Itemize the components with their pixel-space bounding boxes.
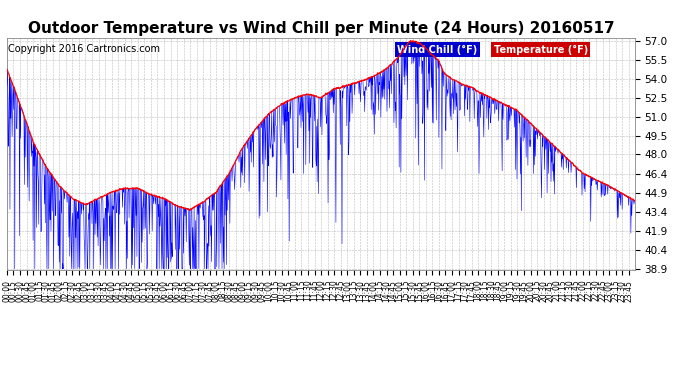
Text: Temperature (°F): Temperature (°F): [493, 45, 588, 54]
Title: Outdoor Temperature vs Wind Chill per Minute (24 Hours) 20160517: Outdoor Temperature vs Wind Chill per Mi…: [28, 21, 614, 36]
Text: Copyright 2016 Cartronics.com: Copyright 2016 Cartronics.com: [8, 45, 160, 54]
Text: Wind Chill (°F): Wind Chill (°F): [397, 45, 477, 54]
